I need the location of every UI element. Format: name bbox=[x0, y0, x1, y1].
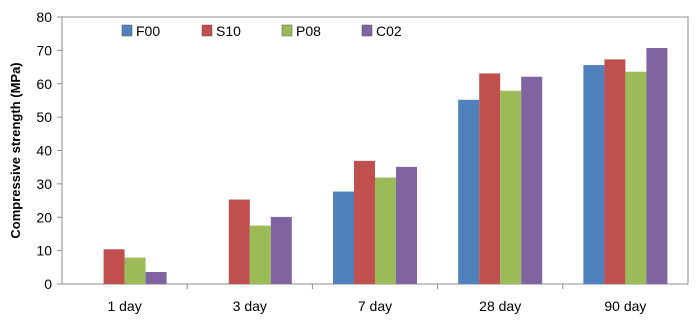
y-tick-label: 0 bbox=[44, 276, 52, 292]
legend: F00 S10 P08 C02 bbox=[121, 23, 402, 39]
y-tick-label: 60 bbox=[36, 76, 52, 92]
y-tick-label: 70 bbox=[36, 42, 52, 58]
bar-s10-1 bbox=[103, 249, 125, 284]
bar-p08-5 bbox=[625, 71, 647, 284]
bar-c02-1 bbox=[145, 271, 167, 284]
bar-s10-4 bbox=[479, 73, 501, 284]
y-tick-label: 80 bbox=[36, 9, 52, 25]
x-tick-label: 1 day bbox=[107, 298, 141, 314]
legend-label-c02: C02 bbox=[376, 23, 402, 39]
y-tick-label: 30 bbox=[36, 176, 52, 192]
y-tick-label: 40 bbox=[36, 143, 52, 159]
bar-p08-1 bbox=[124, 257, 146, 284]
bar-p08-2 bbox=[249, 225, 271, 284]
x-tick-label: 90 day bbox=[604, 298, 646, 314]
bar-s10-3 bbox=[354, 160, 375, 284]
bar-f00-5 bbox=[583, 65, 605, 284]
legend-label-p08: P08 bbox=[296, 23, 321, 39]
bar-c02-5 bbox=[646, 48, 668, 284]
legend-label-f00: F00 bbox=[136, 23, 160, 39]
y-tick-label: 50 bbox=[36, 109, 52, 125]
bar-f00-4 bbox=[458, 99, 480, 285]
bar-c02-4 bbox=[521, 76, 543, 285]
x-tick-label: 7 day bbox=[358, 298, 392, 314]
legend-swatch-s10 bbox=[201, 24, 213, 37]
bar-f00-3 bbox=[333, 191, 354, 284]
y-tick-label: 10 bbox=[36, 243, 52, 259]
bar-s10-2 bbox=[228, 199, 250, 284]
legend-swatch-p08 bbox=[281, 24, 293, 37]
bar-p08-4 bbox=[500, 90, 522, 284]
legend-swatch-c02 bbox=[361, 24, 373, 37]
bar-c02-2 bbox=[270, 216, 292, 284]
y-tick-label: 20 bbox=[36, 209, 52, 225]
x-tick-label: 3 day bbox=[233, 298, 267, 314]
legend-label-s10: S10 bbox=[216, 23, 241, 39]
bar-s10-5 bbox=[604, 59, 626, 285]
y-axis-title: Compressive strength (MPa) bbox=[8, 62, 23, 238]
legend-swatch-f00 bbox=[121, 24, 133, 37]
x-tick-label: 28 day bbox=[479, 298, 521, 314]
bar-p08-3 bbox=[375, 177, 396, 284]
bar-c02-3 bbox=[396, 166, 417, 284]
plot-area: 0 10 20 30 40 50 60 70 80 1 day 3 day 7 day 28 day 90… bbox=[36, 9, 689, 314]
